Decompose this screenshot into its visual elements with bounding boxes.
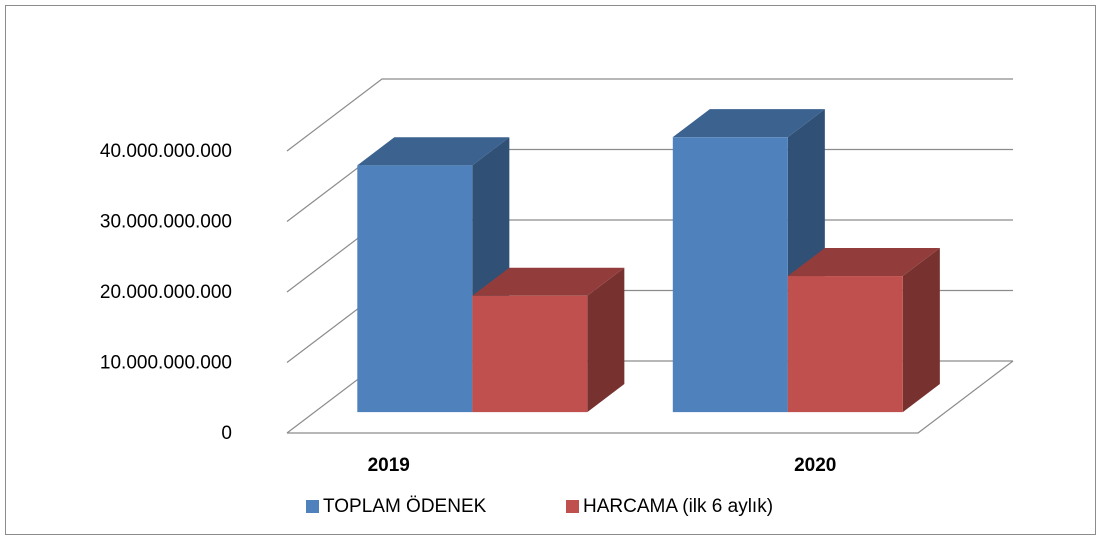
y-tick-label: 20.000.000.000 bbox=[100, 282, 232, 303]
x-tick-label: 2020 bbox=[794, 455, 836, 476]
bar-top bbox=[787, 247, 940, 277]
bar bbox=[357, 165, 473, 413]
bar-top bbox=[672, 109, 825, 138]
floor-edge bbox=[287, 360, 1014, 434]
bar bbox=[472, 295, 588, 413]
legend-label: TOPLAM ÖDENEK bbox=[323, 496, 487, 517]
bar-top bbox=[472, 267, 625, 296]
bar bbox=[787, 276, 903, 413]
legend-swatch bbox=[566, 500, 579, 513]
y-tick-label: 0 bbox=[221, 423, 232, 444]
y-tick-label: 10.000.000.000 bbox=[100, 353, 232, 374]
bar-top bbox=[357, 137, 510, 166]
bar-side bbox=[587, 267, 625, 413]
bar bbox=[672, 137, 788, 413]
legend-label: HARCAMA (ilk 6 aylık) bbox=[583, 496, 773, 517]
legend-swatch bbox=[306, 500, 319, 513]
y-tick-label: 30.000.000.000 bbox=[100, 212, 232, 233]
bar-side bbox=[902, 247, 940, 413]
x-tick-label: 2019 bbox=[368, 455, 410, 476]
grid-line bbox=[286, 78, 1013, 152]
y-tick-label: 40.000.000.000 bbox=[100, 141, 232, 162]
